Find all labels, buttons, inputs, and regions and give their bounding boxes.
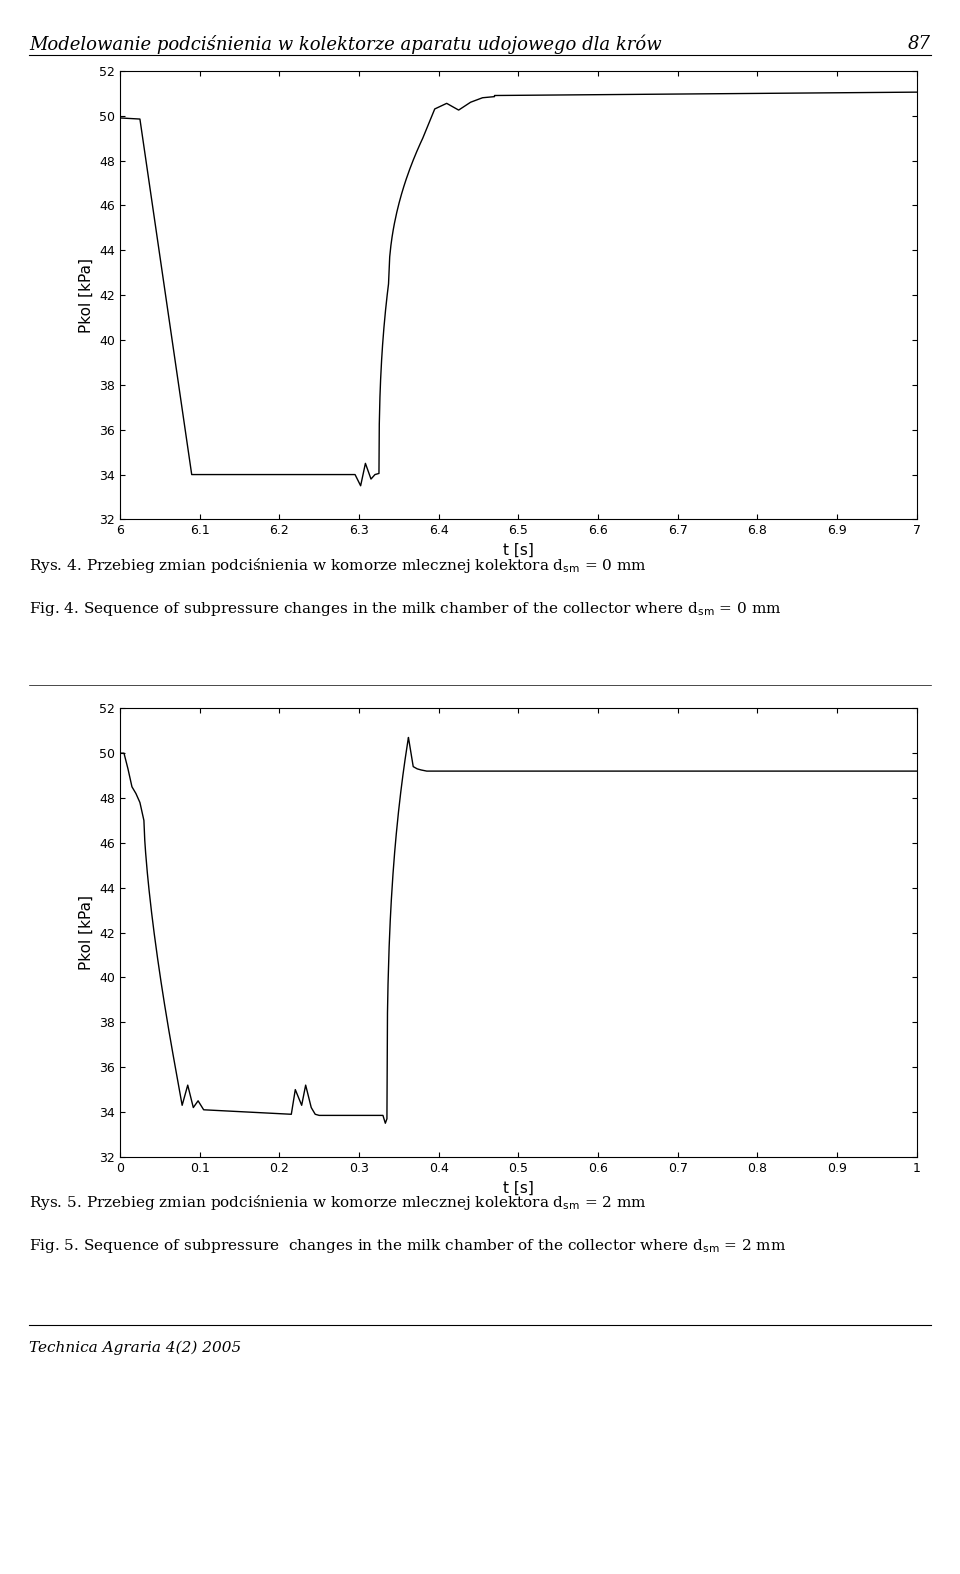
X-axis label: t [s]: t [s] (503, 1180, 534, 1195)
Text: Fig. 4. Sequence of subpressure changes in the milk chamber of the collector whe: Fig. 4. Sequence of subpressure changes … (29, 600, 781, 617)
Text: Technica Agraria 4(2) 2005: Technica Agraria 4(2) 2005 (29, 1341, 241, 1355)
Text: Rys. 4. Przebieg zmian podciśnienia w komorze mlecznej kolektora d$_{\mathrm{sm}: Rys. 4. Przebieg zmian podciśnienia w ko… (29, 556, 647, 575)
X-axis label: t [s]: t [s] (503, 543, 534, 557)
Text: 87: 87 (908, 35, 931, 52)
Text: Modelowanie podciśnienia w kolektorze aparatu udojowego dla krów: Modelowanie podciśnienia w kolektorze ap… (29, 35, 661, 54)
Text: Fig. 5. Sequence of subpressure  changes in the milk chamber of the collector wh: Fig. 5. Sequence of subpressure changes … (29, 1237, 786, 1254)
Y-axis label: Pkol [kPa]: Pkol [kPa] (79, 258, 93, 332)
Text: Rys. 5. Przebieg zmian podciśnienia w komorze mlecznej kolektora d$_{\mathrm{sm}: Rys. 5. Przebieg zmian podciśnienia w ko… (29, 1193, 647, 1212)
Y-axis label: Pkol [kPa]: Pkol [kPa] (79, 896, 93, 970)
